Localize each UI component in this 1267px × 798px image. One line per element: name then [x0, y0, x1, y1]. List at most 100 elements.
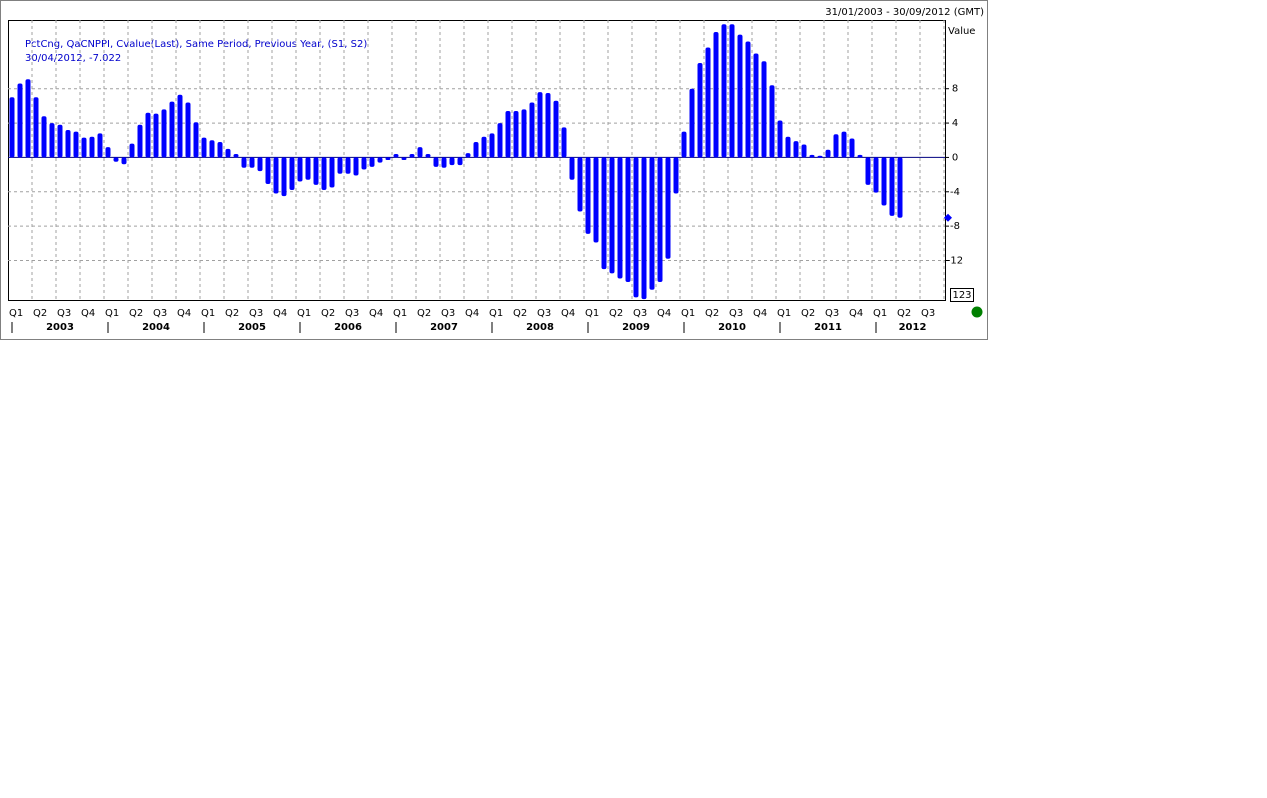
- bar: [761, 61, 767, 158]
- bar: [665, 157, 671, 259]
- bar: [833, 134, 839, 158]
- bar: [233, 153, 239, 158]
- bar: [377, 157, 383, 163]
- x-tick-label: Q4: [81, 308, 95, 319]
- bar: [137, 124, 143, 158]
- bar: [209, 140, 215, 158]
- x-tick-label: Q3: [249, 308, 263, 319]
- x-tick-label: Q1: [393, 308, 407, 319]
- x-tick-label: Q3: [921, 308, 935, 319]
- year-label: 2004: [142, 322, 170, 333]
- bar: [313, 157, 319, 185]
- bar: [9, 97, 15, 158]
- bar: [657, 157, 663, 282]
- bar: [321, 157, 327, 191]
- x-tick-label: Q2: [129, 308, 143, 319]
- date-range: 31/01/2003 - 30/09/2012 (GMT): [825, 7, 984, 18]
- x-tick-label: Q3: [57, 308, 71, 319]
- bar: [169, 101, 175, 158]
- x-tick-label: Q3: [345, 308, 359, 319]
- bar: [585, 157, 591, 234]
- bar: [65, 129, 71, 158]
- x-tick-label: Q3: [441, 308, 455, 319]
- bar: [81, 137, 87, 158]
- x-tick-label: Q4: [465, 308, 479, 319]
- bar: [361, 157, 367, 170]
- bar: [729, 24, 735, 158]
- bar: [809, 154, 815, 158]
- bar: [473, 141, 479, 158]
- year-label: 2012: [899, 322, 927, 333]
- x-tick-label: Q1: [585, 308, 599, 319]
- bar: [753, 53, 759, 158]
- bar: [497, 123, 503, 158]
- bar: [249, 157, 255, 168]
- x-tick-label: Q1: [489, 308, 503, 319]
- bar: [17, 83, 23, 158]
- bar: [177, 94, 183, 158]
- badge: 123: [952, 290, 971, 301]
- x-tick-label: Q1: [297, 308, 311, 319]
- bar: [289, 157, 295, 191]
- bar: [769, 85, 775, 158]
- bar: [241, 157, 247, 168]
- x-tick-label: Q2: [705, 308, 719, 319]
- bar: [897, 157, 903, 218]
- year-label: 2008: [526, 322, 554, 333]
- x-tick-label: Q4: [753, 308, 767, 319]
- plot-area: [8, 20, 946, 301]
- bar: [433, 157, 439, 167]
- year-label: 2009: [622, 322, 650, 333]
- bar: [89, 136, 95, 158]
- legend-series: PctCng, QaCNPPI, Cvalue(Last), Same Peri…: [25, 39, 367, 50]
- bar: [217, 141, 223, 158]
- bar: [825, 149, 831, 158]
- bar: [857, 154, 863, 158]
- bar: [577, 157, 583, 212]
- bar: [441, 157, 447, 168]
- bar: [481, 136, 487, 158]
- bar: [49, 123, 55, 158]
- bar: [393, 153, 399, 158]
- bar: [345, 157, 351, 174]
- bar: [145, 112, 151, 158]
- bar: [265, 157, 271, 185]
- bar: [257, 157, 263, 172]
- bar: [705, 47, 711, 158]
- bar: [817, 155, 823, 158]
- bar: [33, 97, 39, 158]
- bar: [801, 144, 807, 158]
- x-tick-label: Q3: [537, 308, 551, 319]
- bar: [105, 147, 111, 158]
- x-tick-label: Q4: [561, 308, 575, 319]
- bar: [713, 32, 719, 158]
- bar: [625, 157, 631, 282]
- bar: [737, 34, 743, 158]
- bar: [793, 141, 799, 158]
- x-tick-label: Q2: [33, 308, 47, 319]
- bar: [113, 157, 119, 162]
- y-tick-label: 0: [952, 152, 958, 163]
- y-tick-label: 4: [952, 118, 958, 129]
- bar: [689, 88, 695, 158]
- bar: [633, 157, 639, 298]
- bar: [785, 136, 791, 158]
- bar: [201, 137, 207, 158]
- x-tick-label: Q3: [633, 308, 647, 319]
- bar: [153, 113, 159, 158]
- bar: [553, 100, 559, 158]
- x-tick-label: Q2: [417, 308, 431, 319]
- status-indicator: [971, 306, 983, 318]
- y-tick-label: -12: [947, 255, 963, 266]
- bar: [545, 93, 551, 158]
- x-tick-label: Q1: [105, 308, 119, 319]
- bar: [409, 153, 415, 158]
- bar: [281, 157, 287, 197]
- bar: [649, 157, 655, 290]
- bar: [745, 41, 751, 158]
- bar: [97, 133, 103, 158]
- year-label: 2005: [238, 322, 266, 333]
- x-tick-label: Q4: [657, 308, 671, 319]
- bar: [673, 157, 679, 194]
